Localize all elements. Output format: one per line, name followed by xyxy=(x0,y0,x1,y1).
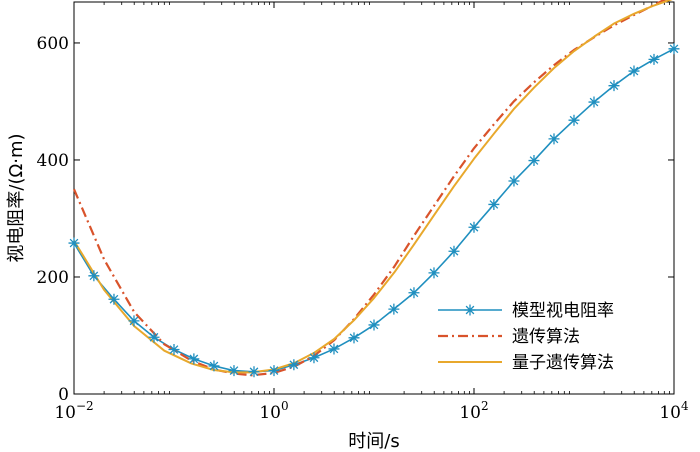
y-tick-label-0: 0 xyxy=(58,385,69,405)
data-point-marker xyxy=(648,53,660,65)
legend-box xyxy=(431,291,671,381)
y-tick-label-2: 400 xyxy=(37,151,69,171)
data-point-marker xyxy=(528,155,540,167)
legend-entry-qga: 量子遗传算法 xyxy=(438,353,614,373)
data-point-marker xyxy=(428,267,440,279)
legend-label-qga: 量子遗传算法 xyxy=(512,353,614,373)
data-point-marker xyxy=(288,359,300,371)
data-point-marker xyxy=(468,221,480,233)
data-point-marker xyxy=(588,96,600,108)
data-point-marker xyxy=(348,332,360,344)
data-point-marker xyxy=(188,353,200,365)
legend: 模型视电阻率 遗传算法 量子遗传算法 xyxy=(431,291,671,381)
data-point-marker xyxy=(208,360,220,372)
legend-entry-ga: 遗传算法 xyxy=(438,327,580,347)
data-point-marker xyxy=(308,352,320,364)
y-tick-label-3: 600 xyxy=(37,34,69,54)
series-line-2 xyxy=(73,0,673,374)
data-point-marker xyxy=(668,43,680,55)
data-point-marker xyxy=(268,365,280,377)
data-point-marker xyxy=(148,331,160,343)
data-point-marker xyxy=(128,315,140,327)
ticks: 0 200 400 600 10−2 100 102 104 xyxy=(37,2,689,423)
data-point-marker xyxy=(168,344,180,356)
data-point-marker xyxy=(108,293,120,305)
data-point-marker xyxy=(388,303,400,315)
data-point-marker xyxy=(88,270,100,282)
legend-star-marker xyxy=(464,304,476,316)
legend-label-ga: 遗传算法 xyxy=(512,327,580,347)
x-tick-label-3: 104 xyxy=(659,399,689,423)
y-tick-label-1: 200 xyxy=(37,268,69,288)
data-point-marker xyxy=(328,343,340,355)
x-tick-label-2: 102 xyxy=(459,399,488,423)
data-point-marker xyxy=(568,114,580,126)
data-point-marker xyxy=(608,80,620,92)
data-point-marker xyxy=(228,365,240,377)
x-tick-label-0: 10−2 xyxy=(54,399,93,423)
x-tick-label-1: 100 xyxy=(259,399,288,423)
data-point-marker xyxy=(488,198,500,210)
legend-entry-model: 模型视电阻率 xyxy=(438,301,614,321)
data-point-marker xyxy=(548,133,560,145)
data-point-marker xyxy=(448,245,460,257)
marker-layer xyxy=(68,43,680,378)
legend-label-model: 模型视电阻率 xyxy=(512,301,614,321)
data-point-marker xyxy=(248,366,260,378)
data-point-marker xyxy=(628,65,640,77)
series-line-1 xyxy=(72,0,667,377)
data-point-marker xyxy=(368,319,380,331)
data-point-marker xyxy=(68,237,80,249)
data-point-marker xyxy=(408,287,420,299)
y-axis-title: 视电阻率/(Ω·m) xyxy=(6,133,27,262)
data-point-marker xyxy=(508,175,520,187)
x-axis-title: 时间/s xyxy=(348,431,399,452)
